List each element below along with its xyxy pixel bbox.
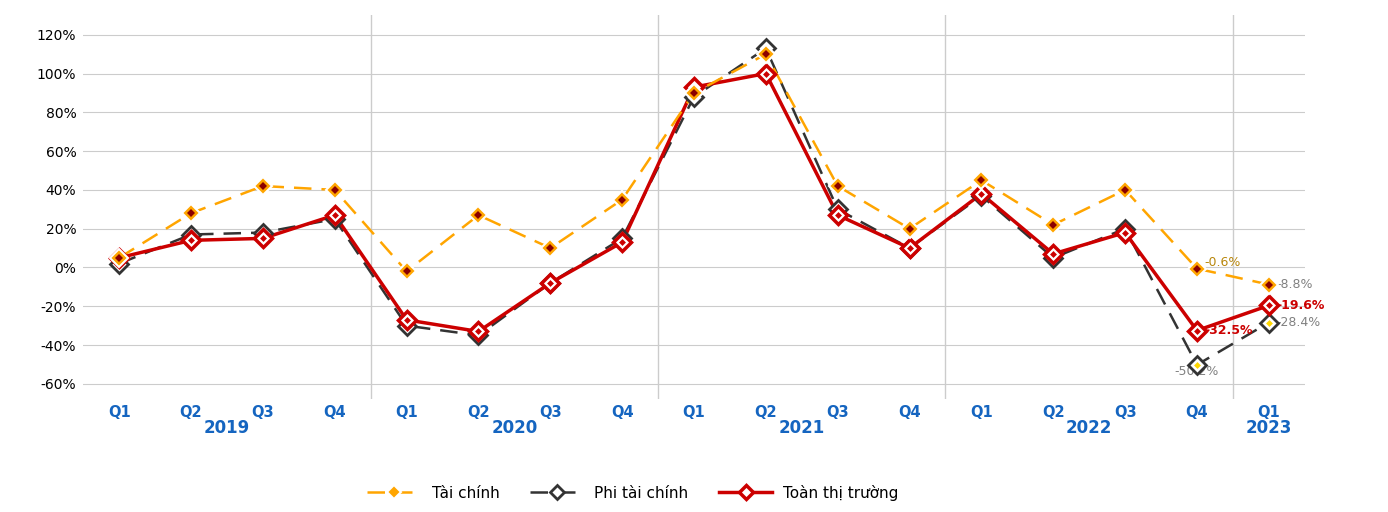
Text: 2023: 2023 [1245, 419, 1292, 437]
Text: -28.4%: -28.4% [1276, 316, 1320, 329]
Text: -50.2%: -50.2% [1174, 365, 1219, 378]
Text: -0.6%: -0.6% [1205, 255, 1241, 269]
Text: -32.5%: -32.5% [1205, 324, 1252, 337]
Text: -19.6%: -19.6% [1276, 299, 1324, 312]
Text: 2022: 2022 [1066, 419, 1112, 437]
Text: 2020: 2020 [491, 419, 537, 437]
Text: 2021: 2021 [779, 419, 824, 437]
Legend: Tài chính, Phi tài chính, Toàn thị trường: Tài chính, Phi tài chính, Toàn thị trườn… [361, 479, 905, 507]
Text: -8.8%: -8.8% [1276, 278, 1313, 291]
Text: 2019: 2019 [204, 419, 250, 437]
